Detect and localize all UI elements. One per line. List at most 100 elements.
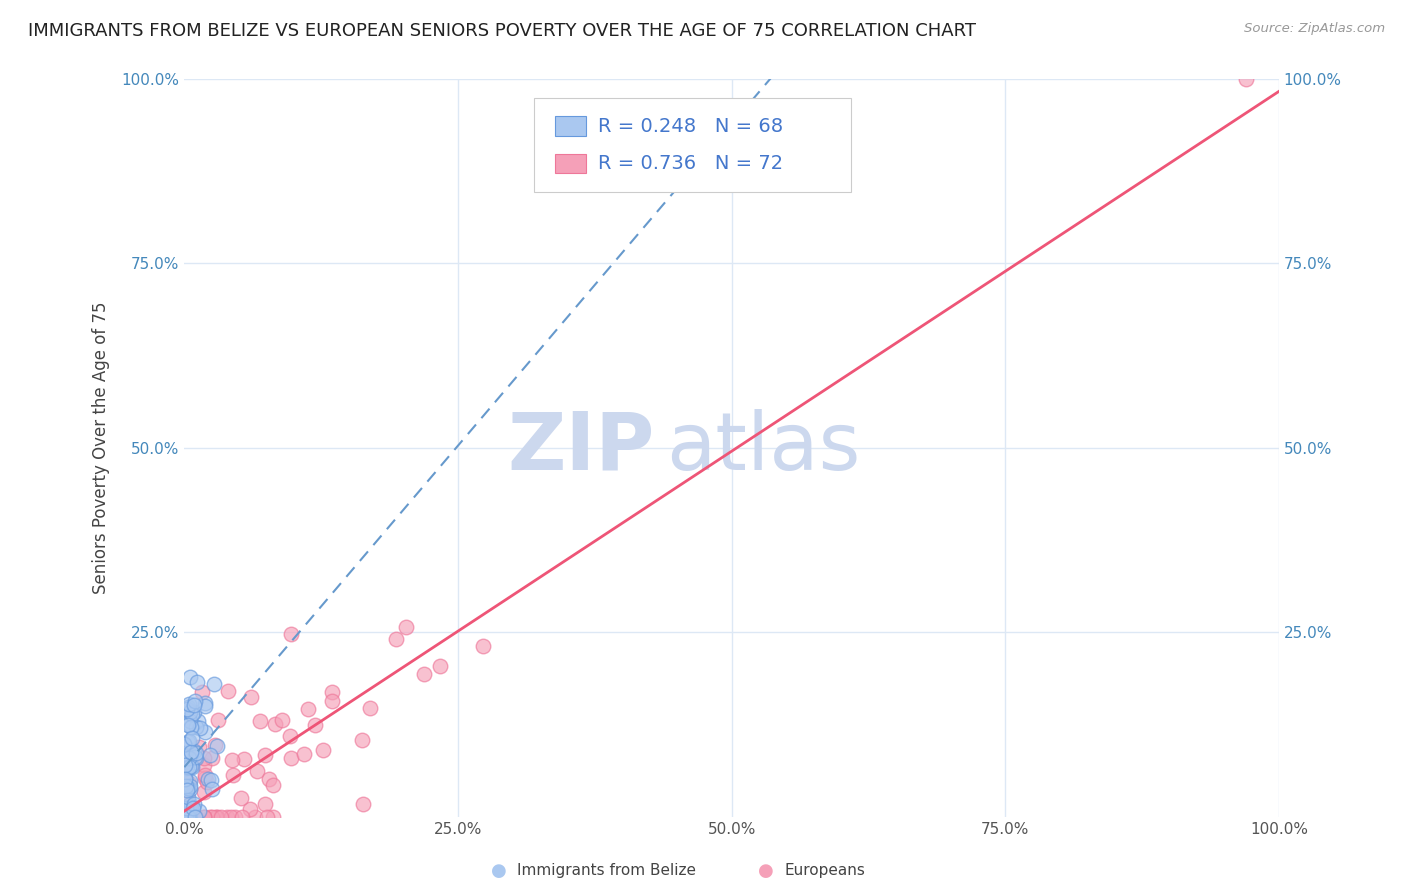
Point: [193, 750, 215, 764]
Point: [179, 774, 201, 789]
Point: [176, 761, 198, 775]
Point: [173, 767, 195, 781]
Point: [186, 721, 208, 735]
Point: [174, 757, 197, 772]
Point: [246, 764, 269, 778]
Point: [180, 810, 202, 824]
Point: [194, 698, 217, 713]
Point: [292, 747, 315, 761]
Point: [297, 701, 319, 715]
Point: [191, 684, 214, 698]
Point: [180, 720, 202, 734]
Point: [194, 725, 217, 739]
Point: [194, 768, 217, 782]
Point: [176, 810, 198, 824]
Point: [184, 694, 207, 708]
Point: [205, 809, 228, 823]
Point: [201, 810, 224, 824]
Point: [197, 772, 219, 787]
Point: [256, 810, 278, 824]
Point: [1234, 72, 1257, 87]
Point: [198, 747, 221, 762]
Point: [179, 782, 201, 797]
Point: [254, 797, 277, 812]
Point: [177, 735, 200, 749]
Point: [233, 752, 256, 766]
Point: [217, 810, 239, 824]
Point: [174, 739, 197, 753]
Point: [193, 785, 215, 799]
Point: [221, 753, 243, 767]
Point: [176, 801, 198, 815]
Point: [180, 759, 202, 773]
Text: ●: ●: [758, 862, 775, 880]
Point: [179, 810, 201, 824]
Point: [173, 771, 195, 785]
Point: [181, 731, 204, 745]
Point: [254, 748, 277, 763]
Point: [194, 696, 217, 710]
Point: [280, 750, 302, 764]
Point: [173, 738, 195, 752]
Point: [177, 699, 200, 714]
Point: [176, 781, 198, 796]
Point: [304, 717, 326, 731]
Text: R = 0.736   N = 72: R = 0.736 N = 72: [598, 154, 783, 173]
Point: [179, 810, 201, 824]
Point: [184, 750, 207, 764]
Point: [174, 746, 197, 760]
Point: [181, 801, 204, 815]
Point: [179, 803, 201, 817]
Point: [181, 760, 204, 774]
Point: [207, 810, 229, 824]
Point: [385, 632, 408, 646]
Point: [179, 714, 201, 728]
Point: [180, 745, 202, 759]
Point: [264, 717, 287, 731]
Point: [195, 775, 218, 789]
Point: [240, 690, 263, 705]
Point: [176, 760, 198, 774]
Point: [180, 706, 202, 721]
Text: Source: ZipAtlas.com: Source: ZipAtlas.com: [1244, 22, 1385, 36]
Point: [179, 810, 201, 824]
Point: [249, 714, 271, 728]
Point: [188, 739, 211, 754]
Point: [204, 739, 226, 753]
Point: [176, 810, 198, 824]
Point: [187, 804, 209, 818]
Point: [187, 714, 209, 729]
Point: [193, 810, 215, 824]
Point: [177, 780, 200, 795]
Point: [429, 658, 451, 673]
Point: [194, 771, 217, 785]
Point: [207, 714, 229, 728]
Point: [179, 706, 201, 720]
Point: [177, 776, 200, 790]
Point: [179, 697, 201, 711]
Point: [174, 810, 197, 824]
Text: IMMIGRANTS FROM BELIZE VS EUROPEAN SENIORS POVERTY OVER THE AGE OF 75 CORRELATIO: IMMIGRANTS FROM BELIZE VS EUROPEAN SENIO…: [28, 22, 976, 40]
Point: [209, 810, 232, 824]
Point: [180, 747, 202, 761]
Point: [184, 746, 207, 760]
Point: [352, 733, 374, 747]
Point: [179, 717, 201, 731]
Point: [180, 800, 202, 814]
Point: [224, 810, 246, 824]
Point: [243, 809, 266, 823]
Point: [193, 757, 215, 772]
Point: [198, 810, 221, 824]
Point: [177, 810, 200, 824]
Point: [262, 778, 284, 792]
Point: [184, 810, 207, 824]
Point: [222, 768, 245, 782]
Point: [201, 751, 224, 765]
Point: [184, 751, 207, 765]
Point: [239, 802, 262, 816]
Point: [183, 797, 205, 811]
Point: [174, 779, 197, 793]
Point: [174, 810, 197, 824]
Point: [352, 797, 374, 812]
Point: [321, 694, 343, 708]
